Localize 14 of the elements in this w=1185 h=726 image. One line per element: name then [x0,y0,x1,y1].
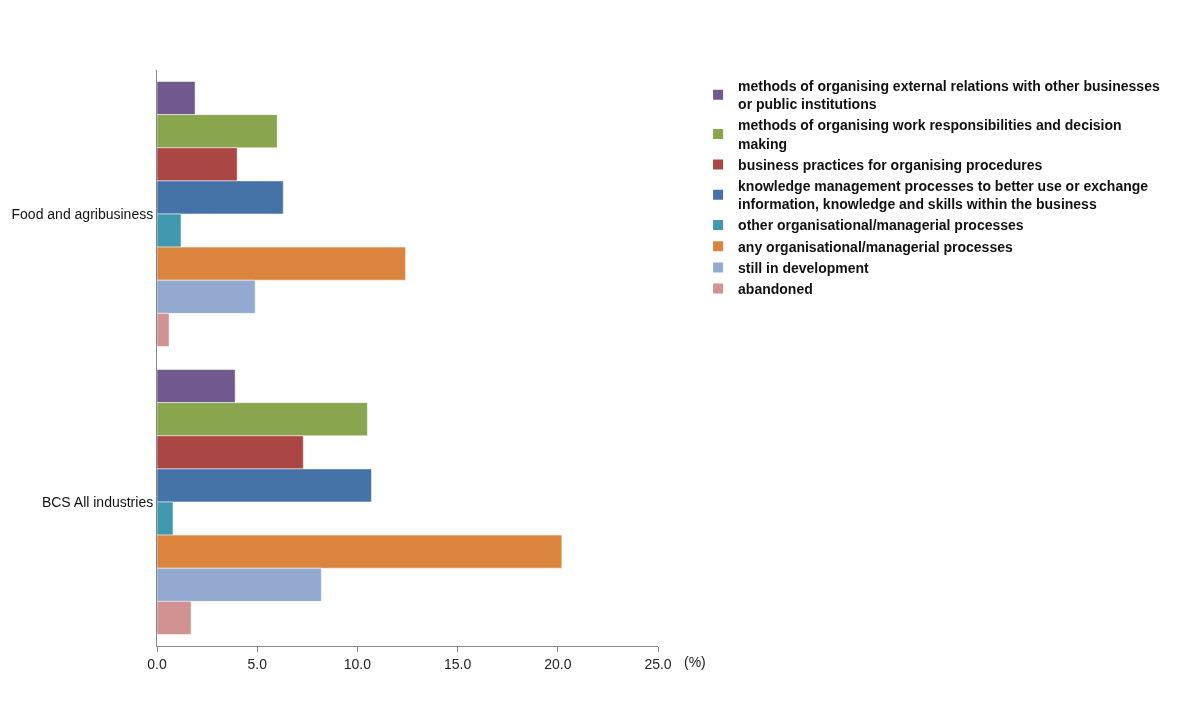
y-tick-label: Food and agribusiness [11,205,154,222]
legend-label: business practices for organising procedures [738,156,1043,173]
x-tick-label: 5.0 [247,655,268,672]
legend-label: any organisational/managerial processes [738,238,1013,255]
legend-label: abandoned [738,281,813,298]
x-tick-label: 25.0 [644,655,672,672]
legend-label: still in development [738,259,870,276]
x-axis-title: (%) [684,654,706,670]
x-tick-label: 0.0 [147,655,167,672]
x-tick-label: 10.0 [343,655,372,672]
y-tick-label: BCS All industries [41,493,154,510]
legend-label: other organisational/managerial processes [738,217,1024,234]
x-tick-label: 20.0 [544,655,572,672]
x-tick-label: 15.0 [443,655,472,672]
